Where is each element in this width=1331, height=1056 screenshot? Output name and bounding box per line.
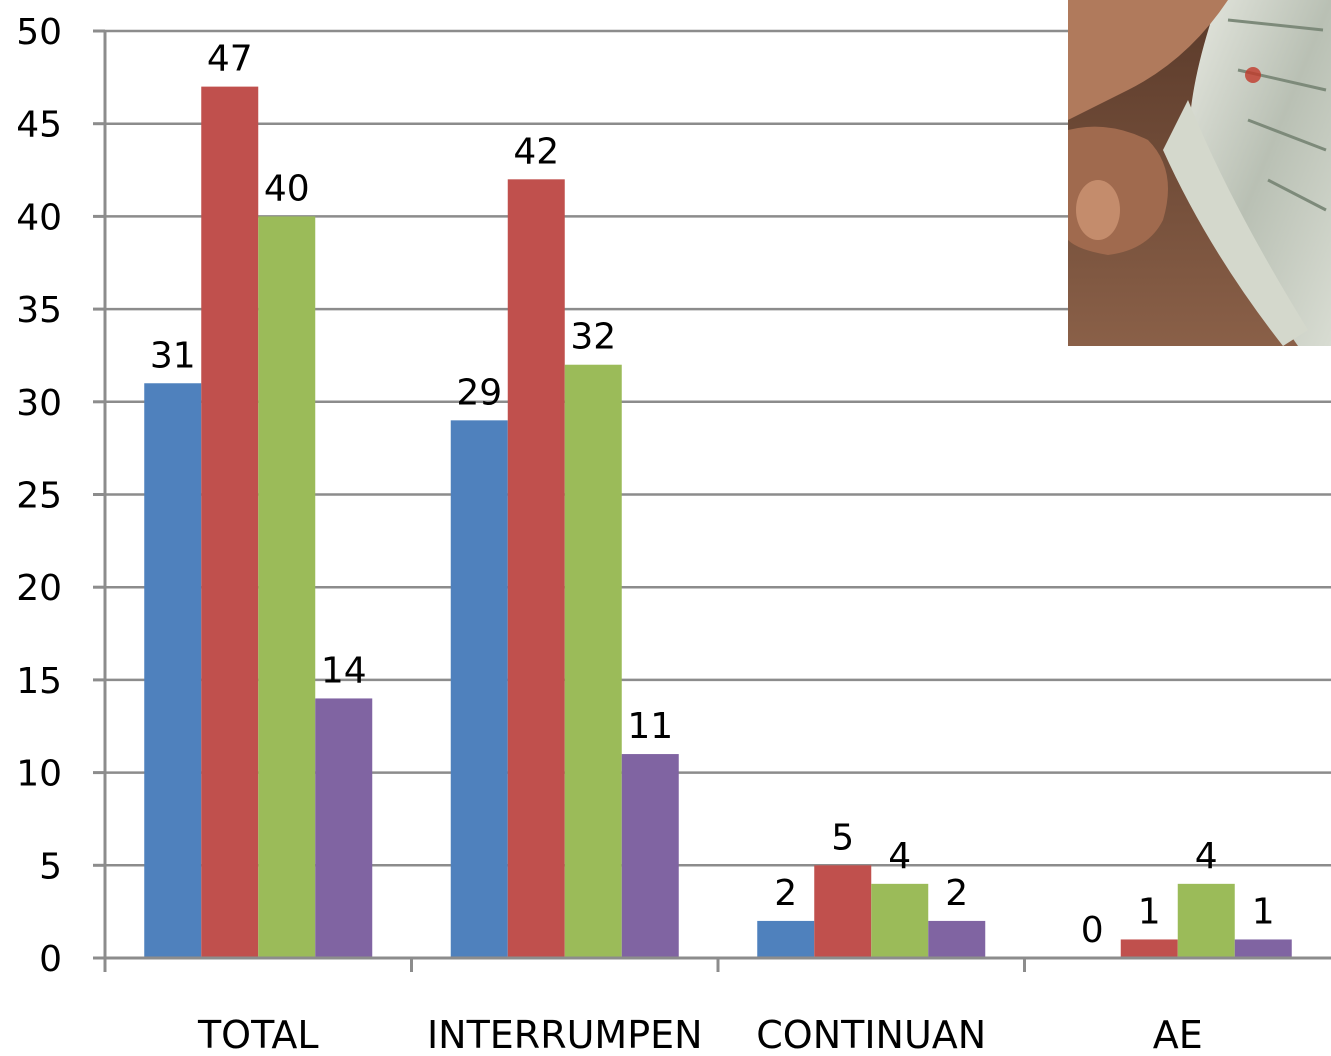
bar [871, 883, 929, 958]
data-label: 32 [570, 317, 616, 358]
data-label: 14 [321, 650, 367, 691]
data-label: 1 [1252, 891, 1275, 932]
data-label: 4 [888, 836, 911, 877]
bar [258, 216, 316, 958]
category-label: INTERRUMPEN [427, 1013, 703, 1056]
bar [757, 920, 815, 958]
bar [564, 364, 622, 959]
bar [928, 920, 986, 958]
y-tick-label: 15 [16, 661, 62, 702]
bar [621, 754, 679, 958]
data-label: 0 [1081, 910, 1104, 951]
y-tick-label: 50 [16, 12, 62, 53]
data-label: 29 [456, 372, 502, 413]
y-tick-label: 40 [16, 197, 62, 238]
bar [144, 383, 202, 958]
data-label: 4 [1195, 836, 1218, 877]
category-label: TOTAL [197, 1013, 319, 1056]
bar [814, 865, 872, 958]
bar [507, 179, 565, 958]
bar [201, 86, 259, 959]
y-tick-label: 0 [39, 939, 62, 980]
y-tick-label: 45 [16, 105, 62, 146]
data-label: 47 [207, 39, 253, 80]
category-label: AE [1153, 1013, 1203, 1056]
y-tick-label: 10 [16, 754, 62, 795]
bars [144, 86, 1292, 959]
data-label: 5 [831, 817, 854, 858]
data-label: 11 [627, 706, 673, 747]
y-tick-label: 5 [39, 846, 62, 887]
y-tick-label: 35 [16, 290, 62, 331]
x-axis [103, 31, 1331, 972]
y-tick-label: 25 [16, 476, 62, 517]
bar [450, 420, 508, 959]
data-label: 31 [150, 335, 196, 376]
data-label: 2 [774, 873, 797, 914]
category-label: CONTINUAN [756, 1013, 986, 1056]
money-bills-photo-icon [1068, 0, 1331, 346]
y-tick-label: 20 [16, 568, 62, 609]
bar [315, 698, 373, 958]
bar [1234, 939, 1292, 958]
y-axis-ticks: 0 5 10 15 20 25 30 35 40 45 50 [16, 12, 105, 980]
data-label: 2 [945, 873, 968, 914]
data-label: 1 [1138, 891, 1161, 932]
data-label: 42 [513, 131, 559, 172]
data-label: 40 [264, 168, 310, 209]
category-labels: TOTAL INTERRUMPEN CONTINUAN AE [197, 1013, 1203, 1056]
y-tick-label: 30 [16, 383, 62, 424]
bar [1177, 883, 1235, 958]
bar [1120, 939, 1178, 958]
